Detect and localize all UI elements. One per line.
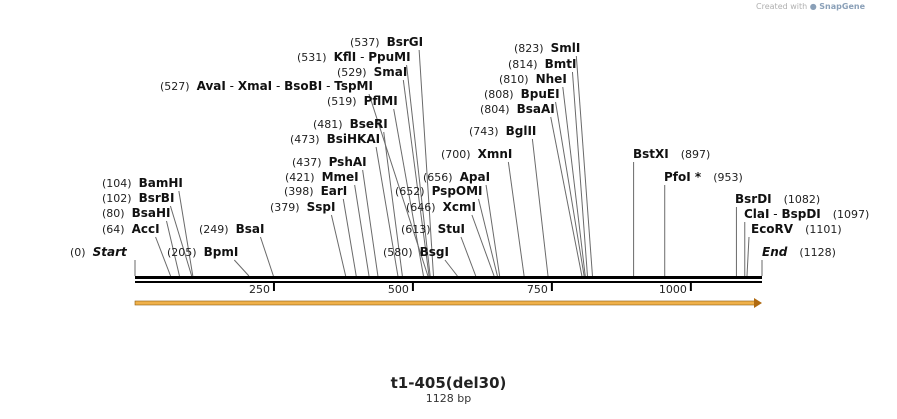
snapgene-credit: Created with ● SnapGene (756, 2, 865, 11)
cut-line-613 (460, 236, 477, 277)
cut-line-743 (531, 138, 549, 277)
site-label-bseri[interactable]: (481) BseRI (313, 117, 388, 131)
site-label-ecorv[interactable]: EcoRV (1101) (751, 222, 842, 236)
site-label-clai[interactable]: ClaI - BspDI (1097) (744, 207, 869, 221)
ruler-tick-label-250: 250 (249, 283, 270, 296)
ruler-ticks: 250 500 750 1000 (249, 282, 692, 296)
site-label-bsrgi[interactable]: (537) BsrGI (350, 35, 423, 49)
site-label-stui[interactable]: (613) StuI (401, 222, 465, 236)
site-label-bmti[interactable]: (814) BmtI (508, 57, 576, 71)
construct-title: t1-405(del30) (390, 374, 507, 392)
site-label-kfli[interactable]: (531) KflI - PpuMI (297, 50, 411, 64)
ruler-tick-label-1000: 1000 (659, 283, 687, 296)
site-label-xmni[interactable]: (700) XmnI (441, 147, 512, 161)
cut-line-104 (178, 190, 194, 277)
cut-line-814 (571, 71, 588, 277)
cut-line-1101 (746, 236, 750, 277)
cut-line-249 (259, 236, 274, 277)
cut-line-421 (354, 184, 370, 277)
site-label-pfoi[interactable]: PfoI * (953) (664, 170, 743, 184)
site-label-eari[interactable]: (398) EarI (284, 184, 347, 198)
feature-arrow-body[interactable] (134, 300, 757, 306)
site-label-bglii[interactable]: (743) BglII (469, 124, 536, 138)
backbone-bottom-strand (135, 281, 762, 283)
feature-arrow-head-icon[interactable] (754, 298, 762, 308)
cut-line-64 (155, 236, 172, 277)
site-label-bsihkai[interactable]: (473) BsiHKAI (290, 132, 380, 146)
cut-line-437 (362, 169, 379, 277)
site-label-pshai[interactable]: (437) PshAI (292, 155, 367, 169)
site-label-avai[interactable]: (527) AvaI - XmaI - BsoBI - TspMI (160, 79, 373, 93)
site-label-apai[interactable]: (656) ApaI (423, 170, 490, 184)
site-label-pflmi[interactable]: (519) PflMI (327, 94, 398, 108)
site-label-bsaai[interactable]: (804) BsaAI (480, 102, 555, 116)
site-label-bsrdi[interactable]: BsrDI (1082) (735, 192, 820, 206)
cut-line-810 (562, 86, 586, 277)
site-label-sspi[interactable]: (379) SspI (270, 200, 335, 214)
cut-site-lines (134, 49, 763, 277)
cut-line-102 (169, 205, 193, 277)
cut-line-537 (418, 49, 434, 277)
cut-line-646 (471, 214, 495, 277)
site-label-bstxi[interactable]: BstXI (897) (633, 147, 710, 161)
cut-line-205 (233, 259, 250, 277)
cut-line-656 (485, 184, 501, 277)
site-label-start[interactable]: (0) Start (70, 245, 128, 259)
cut-line-379 (330, 214, 347, 277)
cut-line-473 (375, 146, 399, 277)
site-label-bamhi[interactable]: (104) BamHI (102, 176, 183, 190)
cut-line-529 (402, 79, 430, 277)
snapgene-logo-icon: ● (809, 2, 817, 11)
site-label-smai[interactable]: (529) SmaI (337, 65, 407, 79)
cut-line-398 (342, 198, 357, 277)
cut-line-700 (507, 161, 525, 277)
cut-line-531 (406, 64, 431, 277)
backbone-top-strand (135, 276, 762, 279)
feature-track (134, 298, 762, 308)
site-label-pspomi[interactable]: (652) PspOMI (395, 184, 483, 198)
sequence-backbone (135, 276, 762, 283)
cut-line-823 (575, 55, 593, 277)
site-label-bsahi[interactable]: (80) BsaHI (102, 206, 171, 220)
credit-prefix: Created with (756, 2, 808, 11)
cut-line-804 (550, 116, 583, 277)
cut-line-481 (383, 131, 403, 277)
credit-brand: SnapGene (819, 2, 865, 11)
cut-line-808 (555, 101, 585, 277)
site-label-bsgi[interactable]: (580) BsgI (383, 245, 449, 259)
cut-site-labels: (0) Start (64) AccI (80) BsaHI(102) BsrBI(104)… (70, 35, 869, 259)
site-label-mmei[interactable]: (421) MmeI (285, 170, 359, 184)
site-label-bpmi[interactable]: (205) BpmI (167, 245, 238, 259)
site-label-nhei[interactable]: (810) NheI (499, 72, 567, 86)
site-label-bpuei[interactable]: (808) BpuEI (484, 87, 560, 101)
cut-line-527 (368, 93, 429, 277)
site-label-bsrbi[interactable]: (102) BsrBI (102, 191, 174, 205)
site-label-end[interactable]: End (1128) (762, 245, 836, 259)
cut-line-80 (166, 220, 180, 277)
site-label-smli[interactable]: (823) SmlI (514, 41, 580, 55)
site-label-acci[interactable]: (64) AccI (102, 222, 160, 236)
ruler-tick-label-750: 750 (527, 283, 548, 296)
cut-line-580 (444, 259, 458, 277)
ruler-tick-label-500: 500 (388, 283, 409, 296)
construct-length: 1128 bp (425, 392, 472, 405)
site-label-bsai[interactable]: (249) BsaI (199, 222, 264, 236)
site-label-xcmi[interactable]: (646) XcmI (406, 200, 476, 214)
cut-line-652 (478, 198, 498, 277)
